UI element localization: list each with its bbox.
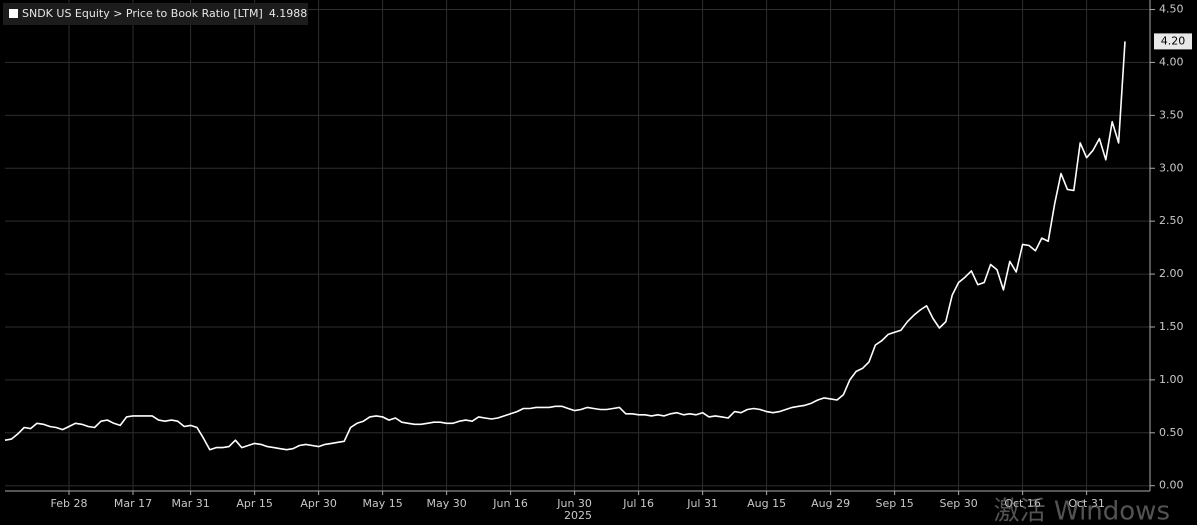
legend-swatch: [9, 9, 18, 18]
watermark: 激活 Windows: [994, 497, 1170, 525]
x-tick-label: Mar 17: [114, 497, 152, 510]
y-tick-label: 2.00: [1159, 267, 1184, 280]
x-axis-label: 2025: [564, 509, 592, 522]
y-tick-label: 1.50: [1159, 320, 1184, 333]
x-tick-label: May 15: [362, 497, 402, 510]
x-tick-label: Jun 30: [556, 497, 592, 510]
x-tick-label: Jul 16: [622, 497, 654, 510]
x-tick-label: Apr 15: [236, 497, 273, 510]
x-tick-label: Mar 31: [171, 497, 209, 510]
y-tick-label: 1.00: [1159, 373, 1184, 386]
y-tick-label: 4.00: [1159, 55, 1184, 68]
last-value-badge: [1154, 33, 1192, 50]
y-tick-label: 2.50: [1159, 214, 1184, 227]
x-tick-label: Jun 16: [492, 497, 528, 510]
y-tick-label: 4.50: [1159, 3, 1184, 16]
y-tick-label: 0.50: [1159, 426, 1184, 439]
data-line: [4, 41, 1126, 451]
x-tick-label: Aug 15: [747, 497, 786, 510]
x-tick-label: Jul 31: [686, 497, 718, 510]
x-tick-label: Apr 30: [300, 497, 337, 510]
x-tick-label: Sep 15: [875, 497, 913, 510]
x-tick-label: May 30: [426, 497, 466, 510]
x-tick-label: Oct 31: [1068, 497, 1105, 510]
y-tick-label: 3.50: [1159, 108, 1184, 121]
y-tick-label: 3.00: [1159, 161, 1184, 174]
x-tick-label: Sep 30: [939, 497, 977, 510]
plot: 0.00 0.50 1.00 1.50 2.00 2.50 3.00 3.50 4.00 4.50…: [4, 0, 1192, 510]
legend-label: SNDK US Equity > Price to Book Ratio [LT…: [22, 7, 263, 20]
legend-box: [3, 3, 308, 25]
x-tick-label: Oct 16: [1004, 497, 1041, 510]
last-value-label: 4.20: [1161, 34, 1186, 47]
legend-value: 4.1988: [269, 7, 308, 20]
y-tick-label: 0.00: [1159, 479, 1184, 492]
x-tick-label: Feb 28: [51, 497, 88, 510]
x-tick-label: Aug 29: [811, 497, 850, 510]
